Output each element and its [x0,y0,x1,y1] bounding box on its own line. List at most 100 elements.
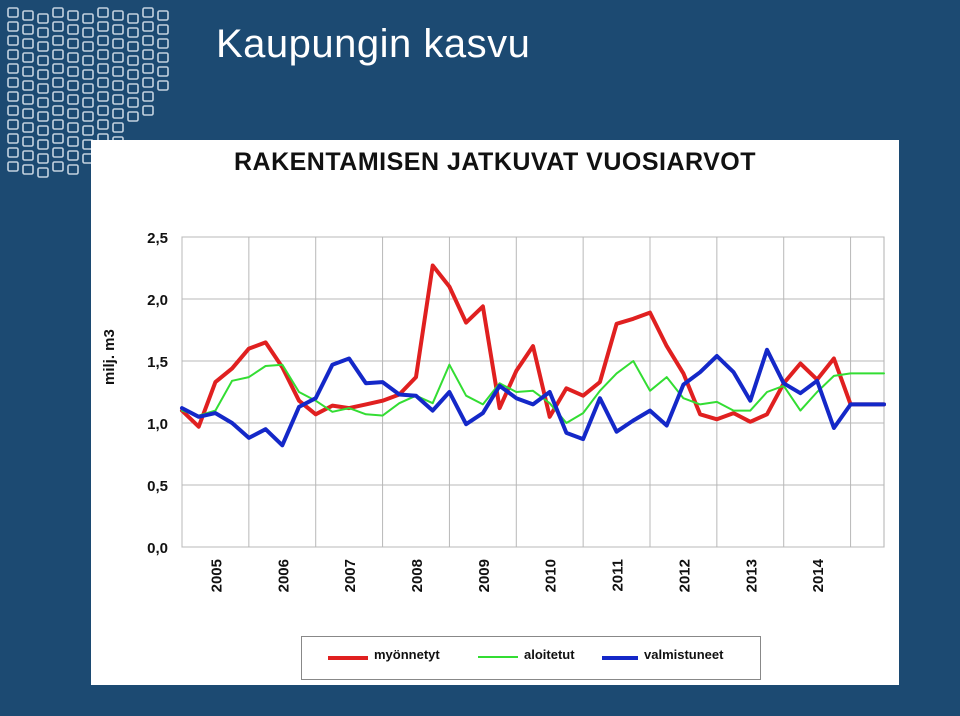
logo-cell [112,10,124,21]
logo-cell [112,52,124,63]
x-tick-label: 2006 [275,559,292,592]
logo-cell [67,10,79,21]
logo-cell [7,63,19,74]
logo-cell [97,105,109,116]
logo-cell [37,55,49,66]
logo-cell [7,147,19,158]
logo-cell [142,7,154,18]
series-line-myonnetyt [180,263,886,429]
x-tick-label: 2010 [543,559,560,592]
logo-cell [52,49,64,60]
logo-cell [157,66,169,77]
logo-cell [82,41,94,52]
logo-cell [7,35,19,46]
logo-cell [22,80,34,91]
logo-cell [37,83,49,94]
logo-cell [52,7,64,18]
logo-cell [112,108,124,119]
logo-cell [67,108,79,119]
logo-cell [22,108,34,119]
legend-label-aloitetut: aloitetut [524,647,575,662]
chart-title: RAKENTAMISEN JATKUVAT VUOSIARVOT [233,148,757,176]
y-tick-label: 2,5 [147,230,168,247]
logo-cell [157,38,169,49]
logo-cell [22,136,34,147]
logo-cell [52,161,64,172]
logo-cell [97,35,109,46]
logo-cell [142,77,154,88]
logo-cell [7,119,19,130]
logo-cell [37,125,49,136]
logo-cell [7,133,19,144]
series-line-valmistuneet [180,347,886,448]
y-axis-label: milj. m3 [101,329,118,385]
logo-cell [157,10,169,21]
logo-cell [142,105,154,116]
legend-swatch-myonnetyt [328,656,368,660]
logo-cell [37,27,49,38]
logo-cell [7,91,19,102]
logo-cell [82,27,94,38]
logo-cell [82,55,94,66]
logo-cell [37,69,49,80]
logo-cell [67,164,79,175]
logo-cell [7,77,19,88]
logo-cell [22,10,34,21]
x-tick-label: 2011 [610,559,627,592]
logo-cell [7,49,19,60]
city-logo-icon [7,7,169,178]
logo-cell [127,55,139,66]
logo-cell [37,167,49,178]
logo-cell [142,35,154,46]
logo-cell [52,77,64,88]
logo-cell [97,49,109,60]
logo-cell [157,80,169,91]
x-tick-label: 2009 [476,559,493,592]
x-tick-label: 2005 [208,559,225,592]
chart-legend: myönnetyt aloitetut valmistuneet [301,636,761,680]
logo-cell [22,94,34,105]
y-tick-label: 0,5 [147,478,168,495]
logo-cell [82,83,94,94]
logo-cell [127,27,139,38]
logo-cell [67,24,79,35]
logo-cell [22,52,34,63]
logo-cell [67,94,79,105]
logo-cell [82,125,94,136]
logo-cell [52,119,64,130]
legend-label-valmistuneet: valmistuneet [644,647,724,662]
y-tick-label: 1,5 [147,354,168,371]
logo-cell [142,63,154,74]
logo-cell [67,38,79,49]
x-tick-label: 2014 [810,558,827,592]
y-tick-label: 1,0 [147,416,168,433]
logo-cell [142,49,154,60]
logo-cell [67,150,79,161]
logo-cell [157,24,169,35]
logo-cell [52,147,64,158]
logo-cell [52,21,64,32]
logo-cell [97,21,109,32]
logo-cell [7,105,19,116]
logo-cell [67,136,79,147]
logo-cell [112,122,124,133]
x-tick-label: 2012 [676,559,693,592]
logo-cell [127,111,139,122]
logo-cell [22,122,34,133]
logo-cell [112,24,124,35]
logo-cell [97,119,109,130]
logo-cell [22,66,34,77]
logo-cell [22,38,34,49]
logo-cell [97,63,109,74]
logo-cell [7,21,19,32]
logo-cell [67,66,79,77]
legend-label-myonnetyt: myönnetyt [374,647,440,662]
logo-cell [52,91,64,102]
logo-cell [127,83,139,94]
logo-cell [37,139,49,150]
logo-cell [127,41,139,52]
logo-cell [37,153,49,164]
logo-cell [82,97,94,108]
logo-cell [97,77,109,88]
logo-cell [82,111,94,122]
